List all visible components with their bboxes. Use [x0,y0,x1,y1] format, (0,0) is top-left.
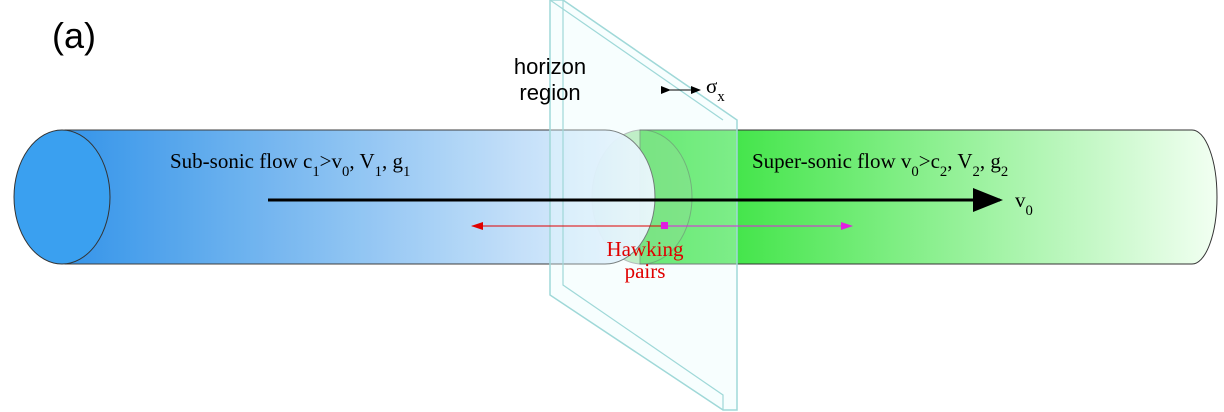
label-part: , V [947,149,972,173]
subscript: 1 [403,164,410,180]
panel-label: (a) [52,15,96,56]
label-part: , g [980,149,1002,173]
label-part: , g [382,149,404,173]
label-part: Super-sonic flow v [752,149,912,173]
horizon-label: horizon [514,54,586,79]
label-part: , V [349,149,374,173]
subscript: 2 [940,164,947,180]
subscript: 0 [911,164,918,180]
subscript: 2 [973,164,980,180]
horizon-label: region [519,80,580,105]
label-part: σ [706,74,717,98]
diagram: (a) Sub-sonic flow c1>v0, V1, g1Super-so… [0,0,1224,412]
hawking-label: Hawking [607,237,684,261]
subscript: 0 [342,164,349,180]
subscript: x [717,89,725,105]
pair-origin [661,222,668,229]
label-part: Sub-sonic flow c [170,149,312,173]
hawking-label: pairs [625,259,666,283]
label-part: >c [919,149,940,173]
tube-end [14,130,110,264]
subscript: 0 [1026,203,1033,219]
label-part: v [1015,188,1026,212]
label-part: >v [320,149,343,173]
subscript: 1 [312,164,319,180]
subscript: 2 [1001,164,1008,180]
subscript: 1 [375,164,382,180]
